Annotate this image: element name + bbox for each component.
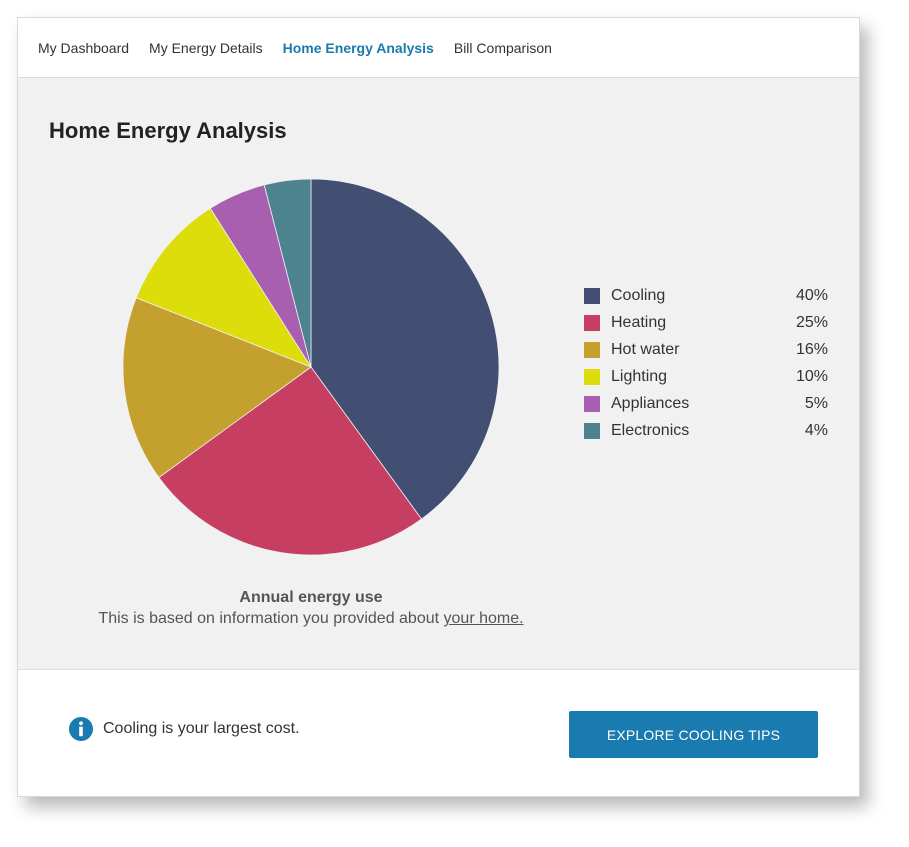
legend-swatch-lighting	[584, 369, 600, 385]
legend-label-hot-water: Hot water	[611, 341, 680, 358]
pie-slice-heating	[158, 366, 423, 556]
legend-label-cooling: Cooling	[611, 287, 666, 304]
nav-bill-comparison[interactable]: Bill Comparison	[453, 39, 552, 56]
chart-legend: Cooling 40% Heating 25% Hot water 16% Lighting…	[584, 286, 828, 448]
legend-swatch-appliances	[584, 396, 600, 412]
analysis-panel: Home Energy Analysis Cooling 40% Heating 25…	[18, 78, 859, 670]
chart-caption: Annual energy use This is based on infor…	[54, 588, 568, 630]
legend-label-lighting: Lighting	[611, 368, 668, 385]
legend-label-electronics: Electronics	[611, 422, 690, 439]
pie-slice-lighting	[135, 207, 312, 368]
legend-swatch-electronics	[584, 423, 600, 439]
nav-my-energy-details[interactable]: My Energy Details	[149, 39, 263, 56]
legend-item-cooling: Cooling 40%	[584, 286, 828, 313]
page-title: Home Energy Analysis	[49, 118, 287, 143]
legend-value-hot-water: 16%	[795, 341, 828, 358]
largest-cost-message: Cooling is your largest cost.	[103, 720, 300, 737]
legend-value-electronics: 4%	[804, 422, 828, 439]
caption-title: Annual energy use	[239, 589, 383, 606]
top-nav: My Dashboard My Energy Details Home Ener…	[18, 18, 859, 78]
legend-label-appliances: Appliances	[611, 395, 690, 412]
legend-label-heating: Heating	[611, 314, 667, 331]
legend-swatch-heating	[584, 315, 600, 331]
legend-value-heating: 25%	[795, 314, 828, 331]
caption-text-body: This is based on information you provide…	[98, 610, 444, 627]
your-home-link[interactable]: your home.	[443, 610, 524, 627]
legend-item-electronics: Electronics 4%	[584, 421, 828, 448]
caption-text: This is based on information you provide…	[54, 608, 568, 630]
pie-slice-cooling	[310, 178, 500, 520]
nav-home-energy-analysis[interactable]: Home Energy Analysis	[282, 39, 434, 56]
legend-item-lighting: Lighting 10%	[584, 367, 828, 394]
footer-bar: Cooling is your largest cost. EXPLORE CO…	[18, 670, 859, 796]
legend-swatch-cooling	[584, 288, 600, 304]
nav-my-dashboard[interactable]: My Dashboard	[38, 39, 130, 56]
legend-value-lighting: 10%	[795, 368, 828, 385]
explore-cooling-tips-button[interactable]: EXPLORE COOLING TIPS	[569, 711, 818, 758]
energy-pie-chart	[122, 178, 500, 556]
legend-item-appliances: Appliances 5%	[584, 394, 828, 421]
pie-slice-electronics	[263, 178, 312, 368]
legend-item-heating: Heating 25%	[584, 313, 828, 340]
legend-value-cooling: 40%	[795, 287, 828, 304]
legend-value-appliances: 5%	[804, 395, 828, 412]
legend-item-hot-water: Hot water 16%	[584, 340, 828, 367]
info-icon	[69, 717, 93, 741]
legend-swatch-hot-water	[584, 342, 600, 358]
energy-card: My Dashboard My Energy Details Home Ener…	[17, 17, 860, 797]
pie-slice-hot-water	[122, 297, 312, 479]
